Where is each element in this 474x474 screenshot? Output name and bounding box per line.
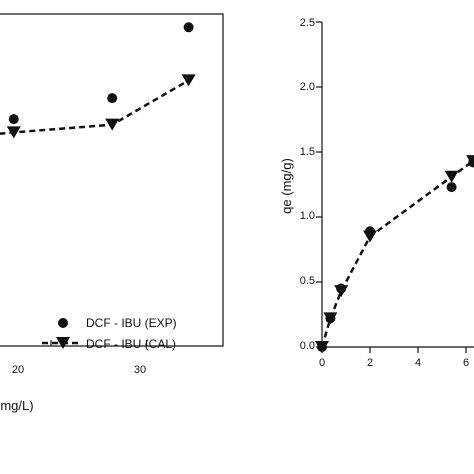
right-x-tick-label-0: 0: [319, 357, 325, 369]
right-y-tick-label-1.5: 1.5: [300, 146, 315, 158]
right-series-1-point-2: [334, 285, 349, 298]
left-x-tick-label-20: 20: [12, 364, 24, 376]
right-chart: 0.0 0.5 1.0 1.5 2.0 2.5 0 2 4 6 qe (mg/g…: [279, 17, 474, 369]
left-series-0-point-1: [8, 114, 19, 125]
right-y-tick-label-0.5: 0.5: [300, 275, 315, 287]
legend-exp-label: DCF - IBU (EXP): [86, 316, 177, 330]
left-x-tick-label-30: 30: [134, 364, 146, 376]
right-series-marks: [315, 155, 474, 353]
left-series-marks: [6, 22, 196, 139]
left-chart: 20 30 (mg/L) DCF - IBU (EXP) DCF - IBU (…: [0, 13, 224, 413]
left-x-axis-title: (mg/L): [0, 398, 34, 413]
right-y-axis-title: qe (mg/g): [279, 158, 294, 214]
right-x-tick-label-4: 4: [415, 357, 421, 369]
left-plot-frame: [0, 13, 224, 347]
right-y-tick-label-1: 1.0: [300, 210, 315, 222]
left-series-1-point-2: [105, 118, 120, 131]
left-series-1-point-1: [6, 126, 21, 139]
right-series-1-point-0: [315, 341, 329, 353]
left-series-1-line: [0, 79, 190, 135]
right-series-1-point-3: [363, 230, 377, 243]
right-series-0-point-4: [446, 182, 457, 193]
left-series-0-point-3: [183, 22, 194, 33]
left-series-0-point-2: [107, 93, 118, 104]
right-series-1-point-4: [444, 170, 459, 183]
right-y-tick-label-2: 2.0: [300, 81, 315, 93]
legend-exp-marker: [58, 318, 68, 328]
right-series-1-point-1: [323, 312, 338, 325]
legend-cal-label: DCF - IBU (CAL): [86, 337, 176, 351]
legend-cal-marker: [56, 337, 70, 349]
right-series-1-point-5: [466, 155, 474, 168]
left-legend: DCF - IBU (EXP) DCF - IBU (CAL): [42, 316, 177, 351]
right-y-tick-label-0: 0.0: [300, 340, 315, 352]
left-x-ticks: [50, 340, 148, 346]
right-x-tick-label-2: 2: [367, 357, 373, 369]
left-series-lines: [0, 79, 190, 135]
left-series-1-point-3: [181, 74, 196, 87]
right-x-tick-label-6: 6: [463, 357, 469, 369]
right-y-tick-label-2.5: 2.5: [300, 17, 315, 29]
right-axis-ticks: [316, 21, 467, 353]
